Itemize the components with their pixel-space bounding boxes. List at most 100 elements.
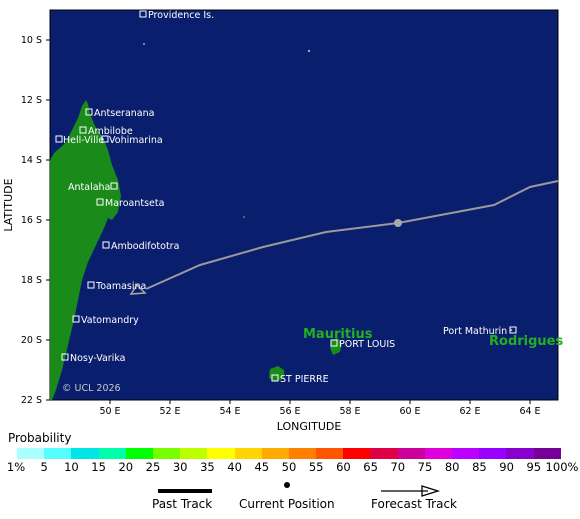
lon-tick-label: 54 E xyxy=(219,406,240,417)
probability-scale-label: 50 xyxy=(281,460,297,474)
longitude-axis-label: LONGITUDE xyxy=(277,420,342,433)
place-markers: Providence Is. Antseranana Ambilobe Hell… xyxy=(55,10,517,385)
past-track-line xyxy=(145,180,559,290)
probability-scale-label: 10 xyxy=(64,460,79,474)
place-marker xyxy=(55,135,63,143)
lat-tick-label: 16 S xyxy=(21,215,42,226)
probability-scale-label: 40 xyxy=(227,460,242,474)
place-marker xyxy=(61,353,69,361)
probability-scale-label: 80 xyxy=(444,460,460,474)
probability-swatch xyxy=(533,448,561,459)
place-marker xyxy=(271,374,279,382)
reunion-island xyxy=(269,366,284,382)
probability-scale-label: 1% xyxy=(6,460,26,474)
place-label-providence: Providence Is. xyxy=(148,10,214,21)
probability-scale-label: 70 xyxy=(390,460,406,474)
probability-swatch xyxy=(479,448,507,459)
islet xyxy=(307,49,311,53)
probability-scale-label: 55 xyxy=(308,460,324,474)
lon-tick-label: 64 E xyxy=(519,406,540,417)
lon-tick-label: 52 E xyxy=(159,406,180,417)
probability-swatch xyxy=(452,448,480,459)
probability-scale-label: 25 xyxy=(145,460,161,474)
probability-scale-label: 30 xyxy=(172,460,188,474)
place-label-hell-ville: Hell-Ville xyxy=(63,135,104,146)
copyright-label: © UCL 2026 xyxy=(62,383,121,394)
lon-tick-label: 50 E xyxy=(99,406,120,417)
track-start-marker xyxy=(129,283,147,295)
probability-scale-labels: 1% 5 10 15 20 25 30 35 40 45 50 55 60 65 70 75 80 85 90 95 1… xyxy=(0,460,580,474)
island-label-rodrigues: Rodrigues xyxy=(489,334,563,349)
place-label-st-pierre: ST PIERRE xyxy=(280,374,329,385)
lon-tick-label: 56 E xyxy=(279,406,300,417)
place-label-antalaha: Antalaha xyxy=(68,182,110,193)
place-marker xyxy=(72,315,80,323)
longitude-ticks: 50 E 52 E 54 E 56 E 58 E 60 E 62 E 64 E xyxy=(99,400,541,417)
place-label-antseranana: Antseranana xyxy=(94,108,154,119)
place-label-maroantseta: Maroantseta xyxy=(105,198,164,209)
probability-swatch xyxy=(506,448,534,459)
forecast-track-key-arrow xyxy=(421,485,441,497)
lat-tick-label: 20 S xyxy=(21,335,42,346)
place-marker xyxy=(87,281,95,289)
probability-scale-label: 85 xyxy=(472,460,487,474)
place-label-toamasina: Toamasina xyxy=(95,281,146,292)
probability-swatch xyxy=(397,448,425,459)
probability-swatch xyxy=(98,448,126,459)
lat-tick-label: 22 S xyxy=(21,395,42,406)
lon-tick-label: 58 E xyxy=(339,406,360,417)
probability-scale-label: 60 xyxy=(336,460,351,474)
probability-swatch xyxy=(44,448,72,459)
probability-legend-title: Probability xyxy=(8,431,72,445)
place-label-port-louis: PORT LOUIS xyxy=(339,339,395,350)
latitude-axis-label: LATITUDE xyxy=(2,178,15,231)
place-marker xyxy=(101,135,109,143)
latitude-ticks: 10 S 12 S 14 S 16 S 18 S 20 S 22 S xyxy=(21,35,50,406)
probability-scale-label: 90 xyxy=(499,460,514,474)
place-label-vatomandry: Vatomandry xyxy=(81,315,139,326)
madagascar-landmass xyxy=(50,100,121,400)
probability-swatch xyxy=(316,448,344,459)
probability-scale-label: 35 xyxy=(200,460,215,474)
probability-swatch xyxy=(343,448,371,459)
place-label-vohimarina: Vohimarina xyxy=(109,135,163,146)
place-marker xyxy=(110,182,118,190)
probability-color-scale xyxy=(17,448,561,459)
probability-scale-label: 75 xyxy=(417,460,433,474)
probability-swatch xyxy=(180,448,208,459)
probability-swatch xyxy=(17,448,45,459)
probability-swatch xyxy=(288,448,317,459)
probability-swatch xyxy=(261,448,289,459)
probability-scale-label: 65 xyxy=(363,460,378,474)
lat-tick-label: 18 S xyxy=(21,275,42,286)
lat-tick-label: 10 S xyxy=(21,35,42,46)
place-marker xyxy=(79,126,87,134)
probability-swatch xyxy=(424,448,452,459)
track-key: Past Track Current Position Forecast Tra… xyxy=(0,478,580,518)
probability-scale-label: 15 xyxy=(91,460,106,474)
place-label-ambilobe: Ambilobe xyxy=(88,126,133,137)
probability-scale-label: 20 xyxy=(118,460,134,474)
lat-tick-label: 12 S xyxy=(21,95,42,106)
past-track-key-label: Past Track xyxy=(152,497,213,511)
place-marker xyxy=(139,10,147,18)
place-marker xyxy=(96,198,104,206)
probability-swatch xyxy=(125,448,153,459)
islet xyxy=(143,43,145,45)
current-position-key-label: Current Position xyxy=(239,497,335,511)
probability-swatch xyxy=(370,448,398,459)
probability-scale-label: 100% xyxy=(545,460,579,474)
probability-swatch xyxy=(207,448,235,459)
lat-tick-label: 14 S xyxy=(21,155,42,166)
place-marker xyxy=(85,108,93,116)
island-label-mauritius: Mauritius xyxy=(303,327,373,342)
place-marker xyxy=(509,326,517,334)
probability-swatch xyxy=(71,448,99,459)
forecast-track-key-label: Forecast Track xyxy=(371,497,457,511)
place-label-ambodifototra: Ambodifototra xyxy=(111,241,179,252)
probability-scale-label: 45 xyxy=(254,460,270,474)
place-marker xyxy=(102,241,110,249)
place-label-nosy-varika: Nosy-Varika xyxy=(70,353,125,364)
ocean-area xyxy=(49,9,559,401)
